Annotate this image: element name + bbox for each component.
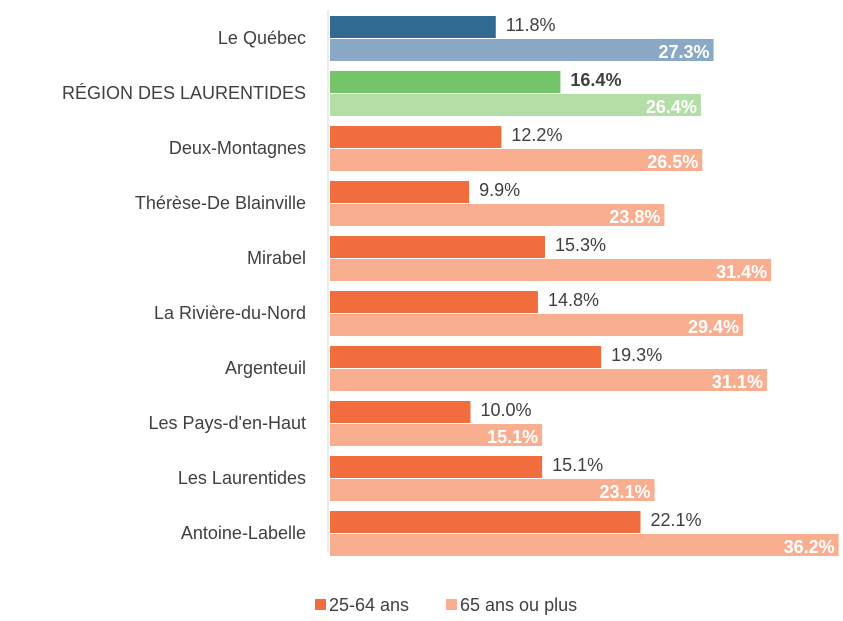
- category-label: Les Pays-d'en-Haut: [148, 413, 306, 433]
- legend-label: 25-64 ans: [329, 595, 409, 615]
- value-label: 26.5%: [647, 152, 698, 172]
- value-label: 15.3%: [555, 235, 606, 255]
- bar: [330, 126, 502, 148]
- category-label: Le Québec: [218, 28, 306, 48]
- bar: [330, 291, 538, 313]
- bar: [330, 314, 744, 336]
- value-label: 14.8%: [548, 290, 599, 310]
- value-label: 23.1%: [600, 482, 651, 502]
- bar: [330, 456, 543, 478]
- value-label: 26.4%: [646, 97, 697, 117]
- value-label: 15.1%: [487, 427, 538, 447]
- category-label: Antoine-Labelle: [181, 523, 306, 543]
- bar: [330, 401, 471, 423]
- category-label: Les Laurentides: [178, 468, 306, 488]
- value-label: 12.2%: [511, 125, 562, 145]
- value-label: 23.8%: [609, 207, 660, 227]
- bar: [330, 39, 714, 61]
- legend-swatch: [315, 599, 326, 610]
- bar: [330, 181, 470, 203]
- category-label: RÉGION DES LAURENTIDES: [62, 83, 306, 103]
- value-label: 9.9%: [479, 180, 520, 200]
- value-label: 29.4%: [688, 317, 739, 337]
- bar: [330, 369, 767, 391]
- value-label: 31.1%: [712, 372, 763, 392]
- bar: [330, 511, 641, 533]
- value-label: 10.0%: [481, 400, 532, 420]
- bar: [330, 424, 543, 446]
- bar: [330, 236, 545, 258]
- value-label: 22.1%: [651, 510, 702, 530]
- category-label: Argenteuil: [225, 358, 306, 378]
- bar: [330, 534, 839, 556]
- value-label: 27.3%: [659, 42, 710, 62]
- bar: [330, 94, 701, 116]
- category-label: Thérèse-De Blainville: [135, 193, 306, 213]
- category-label: La Rivière-du-Nord: [154, 303, 306, 323]
- bar: [330, 71, 561, 93]
- category-label: Deux-Montagnes: [169, 138, 306, 158]
- value-label: 36.2%: [784, 537, 835, 557]
- legend-swatch: [446, 599, 457, 610]
- value-label: 11.8%: [506, 15, 556, 35]
- value-label: 16.4%: [570, 70, 621, 90]
- value-label: 19.3%: [611, 345, 662, 365]
- legend-label: 65 ans ou plus: [460, 595, 577, 615]
- category-label: Mirabel: [247, 248, 306, 268]
- value-label: 31.4%: [716, 262, 767, 282]
- bar: [330, 479, 655, 501]
- bar: [330, 16, 496, 38]
- bar: [330, 259, 772, 281]
- bar: [330, 149, 703, 171]
- bar: [330, 346, 602, 368]
- value-label: 15.1%: [552, 455, 603, 475]
- bar: [330, 204, 665, 226]
